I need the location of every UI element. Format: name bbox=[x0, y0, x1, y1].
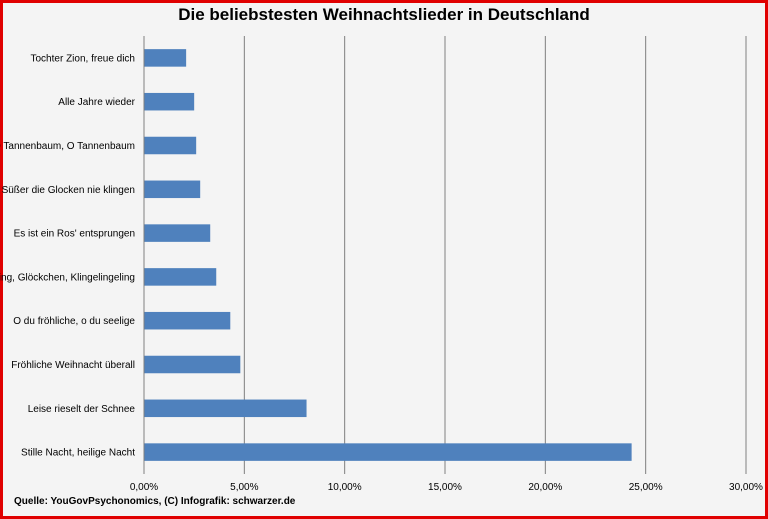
x-tick-labels: 0,00% 5,00% 10,00% 15,00% 20,00% 25,00% 30,00% bbox=[130, 482, 763, 493]
x-tick-label: 30,00% bbox=[729, 482, 763, 493]
bar bbox=[144, 224, 211, 242]
x-tick-label: 0,00% bbox=[130, 482, 158, 493]
bar bbox=[144, 399, 307, 418]
x-tick-label: 15,00% bbox=[428, 482, 462, 493]
bar bbox=[144, 49, 187, 67]
bar bbox=[144, 180, 201, 199]
bar bbox=[144, 311, 231, 330]
category-label: Fröhliche Weihnacht überall bbox=[11, 360, 135, 371]
x-tick-label: 25,00% bbox=[629, 482, 663, 493]
category-label: Stille Nacht, heilige Nacht bbox=[21, 448, 135, 459]
bar bbox=[144, 355, 241, 374]
bar bbox=[144, 268, 217, 286]
category-label: Tochter Zion, freue dich bbox=[31, 53, 136, 64]
bar bbox=[144, 136, 197, 155]
category-label: O du fröhliche, o du seelige bbox=[13, 316, 135, 327]
bar bbox=[144, 443, 632, 461]
x-tick-label: 5,00% bbox=[230, 482, 258, 493]
bars bbox=[144, 49, 632, 461]
bar bbox=[144, 92, 195, 111]
category-labels: Tochter Zion, freue dich Alle Jahre wiede… bbox=[0, 53, 136, 458]
chart-title: Die beliebstesten Weihnachtslieder in De… bbox=[178, 5, 590, 24]
category-label: Alle Jahre wieder bbox=[58, 97, 135, 108]
x-tick-label: 10,00% bbox=[328, 482, 362, 493]
category-label: Süßer die Glocken nie klingen bbox=[2, 185, 135, 196]
source-note: Quelle: YouGovPsychonomics, (C) Infograf… bbox=[14, 496, 296, 507]
category-label: O Tannenbaum, O Tannenbaum bbox=[0, 141, 135, 152]
category-label: Kling, Glöckchen, Klingelingeling bbox=[0, 272, 135, 283]
gridlines bbox=[243, 36, 747, 474]
category-label: Leise rieselt der Schnee bbox=[28, 404, 136, 415]
x-tick-label: 20,00% bbox=[528, 482, 562, 493]
category-label: Es ist ein Ros' entsprungen bbox=[14, 229, 135, 240]
